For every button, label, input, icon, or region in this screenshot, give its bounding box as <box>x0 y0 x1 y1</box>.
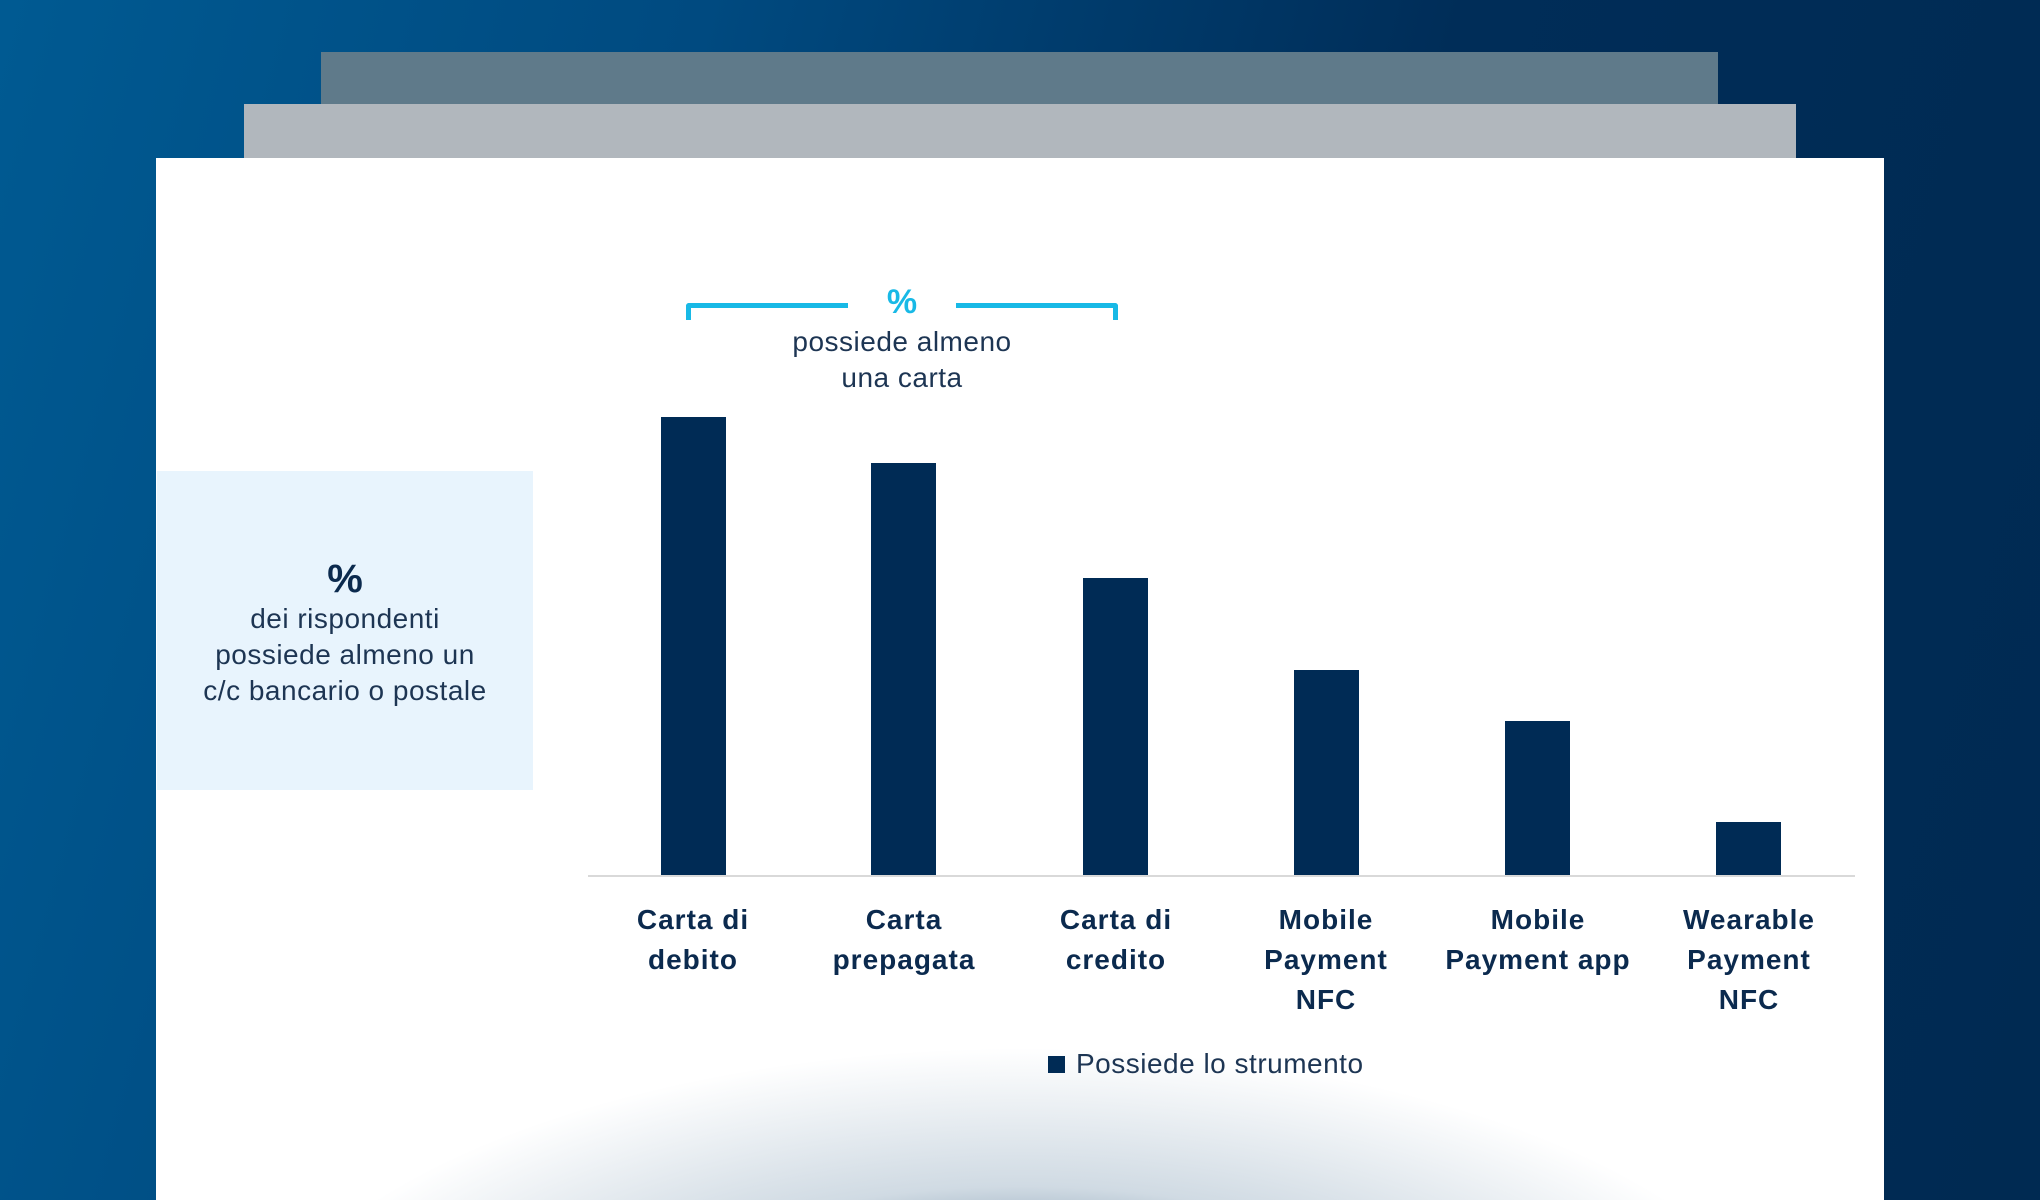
x-label-carta-prepagata: Carta prepagata <box>804 900 1004 980</box>
x-label-line: Mobile <box>1278 904 1374 935</box>
x-label-carta-di-debito: Carta di debito <box>593 900 793 980</box>
bar-mobile-payment-app <box>1505 720 1570 877</box>
background-sheet-back <box>321 52 1718 112</box>
bracket-annotation-label: possiede almeno una carta <box>752 324 1052 396</box>
x-label-line: credito <box>1065 944 1167 975</box>
info-line-2: possiede almeno un <box>215 639 475 670</box>
background-sheet-middle <box>244 104 1796 164</box>
bracket-gap <box>848 293 956 313</box>
x-axis-labels: Carta di debito Carta prepagata Carta di… <box>588 900 1855 1020</box>
info-line-3: c/c bancario o postale <box>203 675 487 706</box>
bar-carta-prepagata <box>871 463 936 877</box>
bracket-label-line-1: possiede almeno <box>792 326 1012 357</box>
legend-square-icon <box>1048 1055 1065 1073</box>
info-percent-placeholder: % <box>327 557 363 601</box>
x-axis-line <box>588 875 1855 877</box>
account-info-box: % dei rispondenti possiede almeno un c/c… <box>157 471 533 790</box>
x-label-line: Payment <box>1687 944 1811 975</box>
x-label-line: Wearable <box>1683 904 1815 935</box>
x-label-mobile-payment-app: Mobile Payment app <box>1428 900 1648 980</box>
bar-carta-di-credito <box>1083 578 1148 877</box>
x-label-wearable-payment-nfc: Wearable Payment NFC <box>1649 900 1849 1020</box>
x-label-line: Payment app <box>1445 944 1631 975</box>
x-label-line: debito <box>648 944 738 975</box>
bracket-label-line-2: una carta <box>841 362 963 393</box>
x-label-line: Carta <box>865 904 943 935</box>
chart-card: % dei rispondenti possiede almeno un c/c… <box>156 158 1884 1200</box>
x-label-line: NFC <box>1718 984 1780 1015</box>
x-label-line: NFC <box>1295 984 1357 1015</box>
x-label-mobile-payment-nfc: Mobile Payment NFC <box>1226 900 1426 1020</box>
chart-legend: Possiede lo strumento <box>1048 1048 1364 1080</box>
x-label-line: Mobile <box>1490 904 1586 935</box>
bracket-percent-placeholder: % <box>886 283 918 321</box>
bar-wearable-payment-nfc <box>1716 821 1781 877</box>
x-label-carta-di-credito: Carta di credito <box>1016 900 1216 980</box>
bar-mobile-payment-nfc <box>1294 670 1359 877</box>
x-label-line: prepagata <box>832 944 976 975</box>
info-line-1: dei rispondenti <box>250 603 440 634</box>
x-label-line: Payment <box>1264 944 1388 975</box>
bar-carta-di-debito <box>661 417 726 877</box>
bar-plot-area <box>588 358 1855 877</box>
legend-label: Possiede lo strumento <box>1076 1048 1364 1079</box>
x-label-line: Carta di <box>1059 904 1173 935</box>
x-label-line: Carta di <box>636 904 750 935</box>
